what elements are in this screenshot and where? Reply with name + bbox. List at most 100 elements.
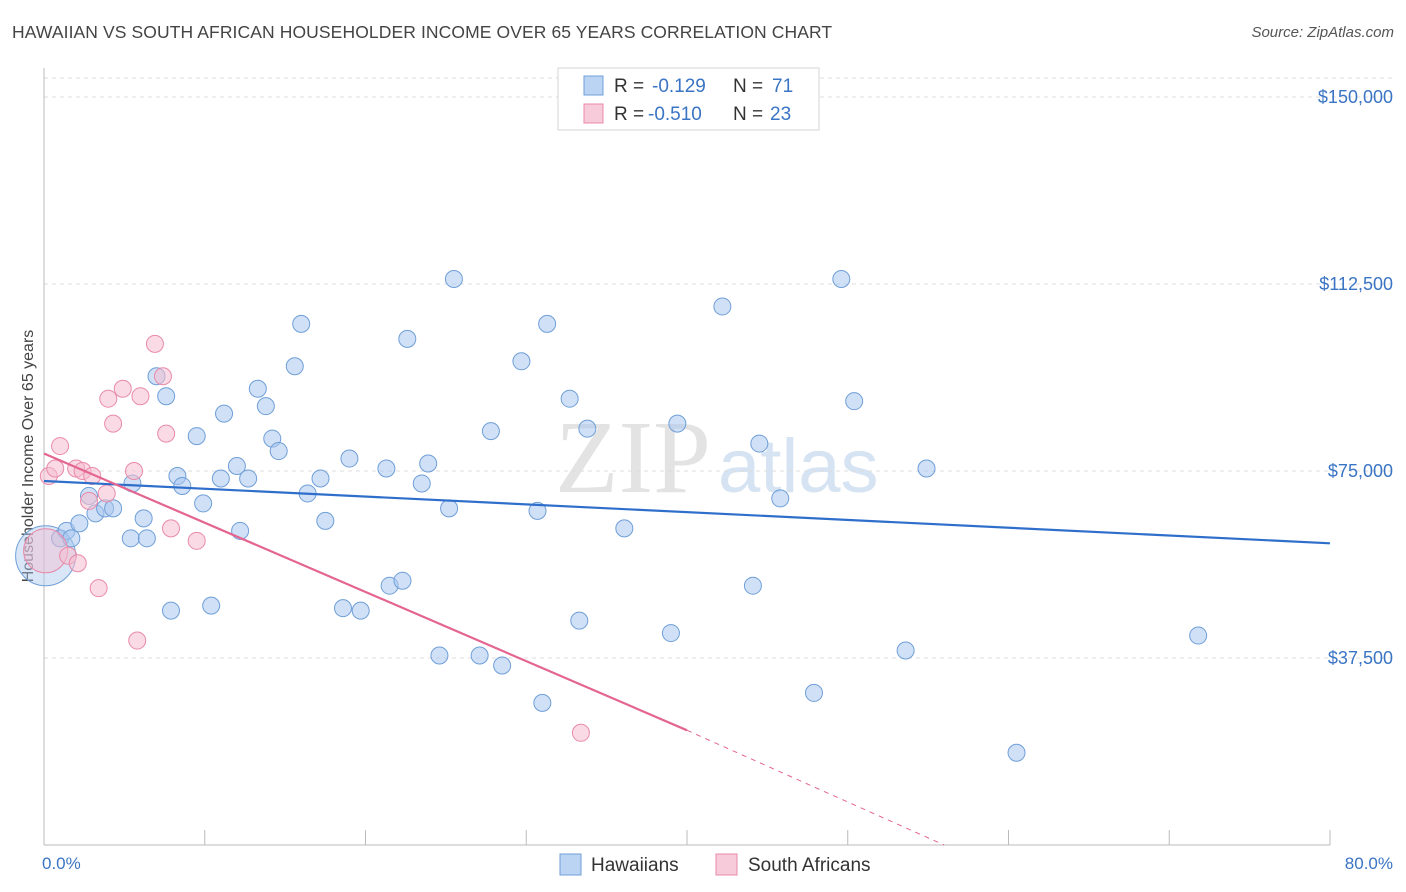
series-hawaiians-points: [15, 270, 1208, 762]
grid-lines: [44, 77, 1395, 659]
south-africans-point-3: [51, 437, 70, 456]
legend-r-label-2: R =: [614, 104, 644, 125]
hawaiians-point-3: [62, 529, 81, 548]
chart-title: HAWAIIAN VS SOUTH AFRICAN HOUSEHOLDER IN…: [12, 22, 833, 42]
series-south-africans-points: [23, 334, 590, 742]
hawaiians-point-44: [430, 646, 449, 665]
south-africans-point-21: [161, 519, 180, 538]
south-africans-point-16: [128, 631, 147, 650]
hawaiians-point-18: [187, 427, 206, 446]
hawaiians-point-38: [377, 459, 396, 478]
hawaiians-point-12: [137, 529, 156, 548]
x-tick-label-max: 80.0%: [1345, 854, 1393, 873]
bottom-legend-label-hawaiians: Hawaiians: [591, 855, 679, 876]
south-africans-point-23: [571, 723, 590, 742]
legend-n-label-2: N =: [733, 104, 763, 125]
legend-swatch-south-africans: [583, 103, 604, 124]
hawaiians-point-22: [215, 404, 234, 423]
hawaiians-point-19: [194, 494, 213, 513]
hawaiians-point-49: [493, 656, 512, 675]
hawaiians-point-66: [845, 392, 864, 411]
hawaiians-point-50: [512, 352, 531, 371]
south-africans-point-11: [97, 484, 116, 503]
south-africans-point-20: [157, 424, 176, 443]
series-legend: Hawaiians South Africans: [559, 853, 871, 876]
hawaiians-point-46: [444, 270, 463, 289]
bottom-legend-swatch-hawaiians: [559, 853, 582, 876]
y-tick-label-37500: $37,500: [1328, 648, 1393, 668]
hawaiians-point-69: [1007, 743, 1026, 762]
hawaiians-point-54: [560, 389, 579, 408]
hawaiians-point-64: [804, 683, 823, 702]
south-africans-point-10: [89, 579, 108, 598]
hawaiians-point-40: [393, 571, 412, 590]
hawaiians-point-26: [248, 379, 267, 398]
hawaiians-point-70: [1189, 626, 1208, 645]
hawaiians-point-36: [340, 449, 359, 468]
hawaiians-point-63: [771, 489, 790, 508]
south-africans-point-19: [153, 367, 172, 386]
y-tick-label-150000: $150,000: [1318, 87, 1393, 107]
hawaiians-point-15: [161, 601, 180, 620]
south-africans-point-17: [131, 387, 150, 406]
hawaiians-point-59: [668, 414, 687, 433]
hawaiians-point-53: [538, 314, 557, 333]
south-africans-point-14: [113, 379, 132, 398]
hawaiians-point-57: [615, 519, 634, 538]
south-africans-point-13: [104, 414, 123, 433]
hawaiians-point-52: [533, 693, 552, 712]
hawaiians-point-17: [173, 476, 192, 495]
hawaiians-point-56: [578, 419, 597, 438]
legend-swatch-hawaiians: [583, 75, 604, 96]
south-africans-point-15: [125, 462, 144, 480]
south-africans-point-12: [99, 389, 118, 408]
hawaiians-point-25: [239, 469, 258, 488]
south-africans-point-18: [145, 334, 164, 353]
y-tick-label-112500: $112,500: [1319, 274, 1393, 294]
hawaiians-point-55: [570, 611, 589, 630]
hawaiians-point-27: [256, 397, 275, 416]
hawaiians-point-9: [121, 529, 140, 548]
hawaiians-trend-line: [43, 479, 1331, 545]
south-africans-point-2: [46, 459, 65, 478]
hawaiians-point-61: [743, 576, 762, 595]
hawaiians-point-14: [157, 387, 176, 406]
hawaiians-point-4: [70, 514, 89, 533]
south-africans-point-6: [68, 554, 87, 573]
hawaiians-point-67: [896, 641, 915, 660]
hawaiians-point-8: [104, 499, 123, 518]
trend-lines: [43, 452, 1331, 846]
hawaiians-point-21: [211, 469, 230, 488]
hawaiians-point-62: [750, 434, 769, 453]
source-label: Source: ZipAtlas.com: [1251, 24, 1394, 41]
legend-r-value-1: -0.129: [652, 76, 706, 97]
bottom-legend-label-south-africans: South Africans: [748, 855, 871, 876]
hawaiians-point-11: [134, 509, 153, 528]
hawaiians-point-30: [285, 357, 304, 376]
legend-r-label-1: R =: [614, 76, 644, 97]
y-axis-label: Householder Income Over 65 years: [20, 330, 37, 583]
hawaiians-point-45: [440, 499, 459, 518]
hawaiians-point-58: [661, 624, 680, 643]
hawaiians-point-68: [917, 459, 936, 478]
hawaiians-point-31: [292, 314, 311, 333]
south-africans-point-8: [80, 491, 99, 510]
hawaiians-point-48: [481, 422, 500, 441]
hawaiians-point-43: [419, 454, 438, 473]
hawaiians-point-41: [398, 329, 417, 348]
hawaiians-point-35: [333, 599, 352, 618]
hawaiians-point-47: [470, 646, 489, 665]
hawaiians-point-23: [227, 457, 246, 476]
south-africans-trend-extension: [686, 729, 945, 846]
hawaiians-point-33: [311, 469, 330, 488]
legend-n-label-1: N =: [733, 76, 763, 97]
hawaiians-point-60: [713, 297, 732, 316]
hawaiians-point-20: [202, 596, 221, 615]
y-tick-labels: $37,500 $75,000 $112,500 $150,000: [1318, 87, 1393, 668]
x-tick-label-min: 0.0%: [42, 854, 81, 873]
watermark-zip: ZIP: [555, 400, 711, 515]
legend-n-value-2: 23: [770, 104, 791, 125]
hawaiians-point-42: [412, 474, 431, 493]
legend-r-value-2: -0.510: [648, 104, 702, 125]
